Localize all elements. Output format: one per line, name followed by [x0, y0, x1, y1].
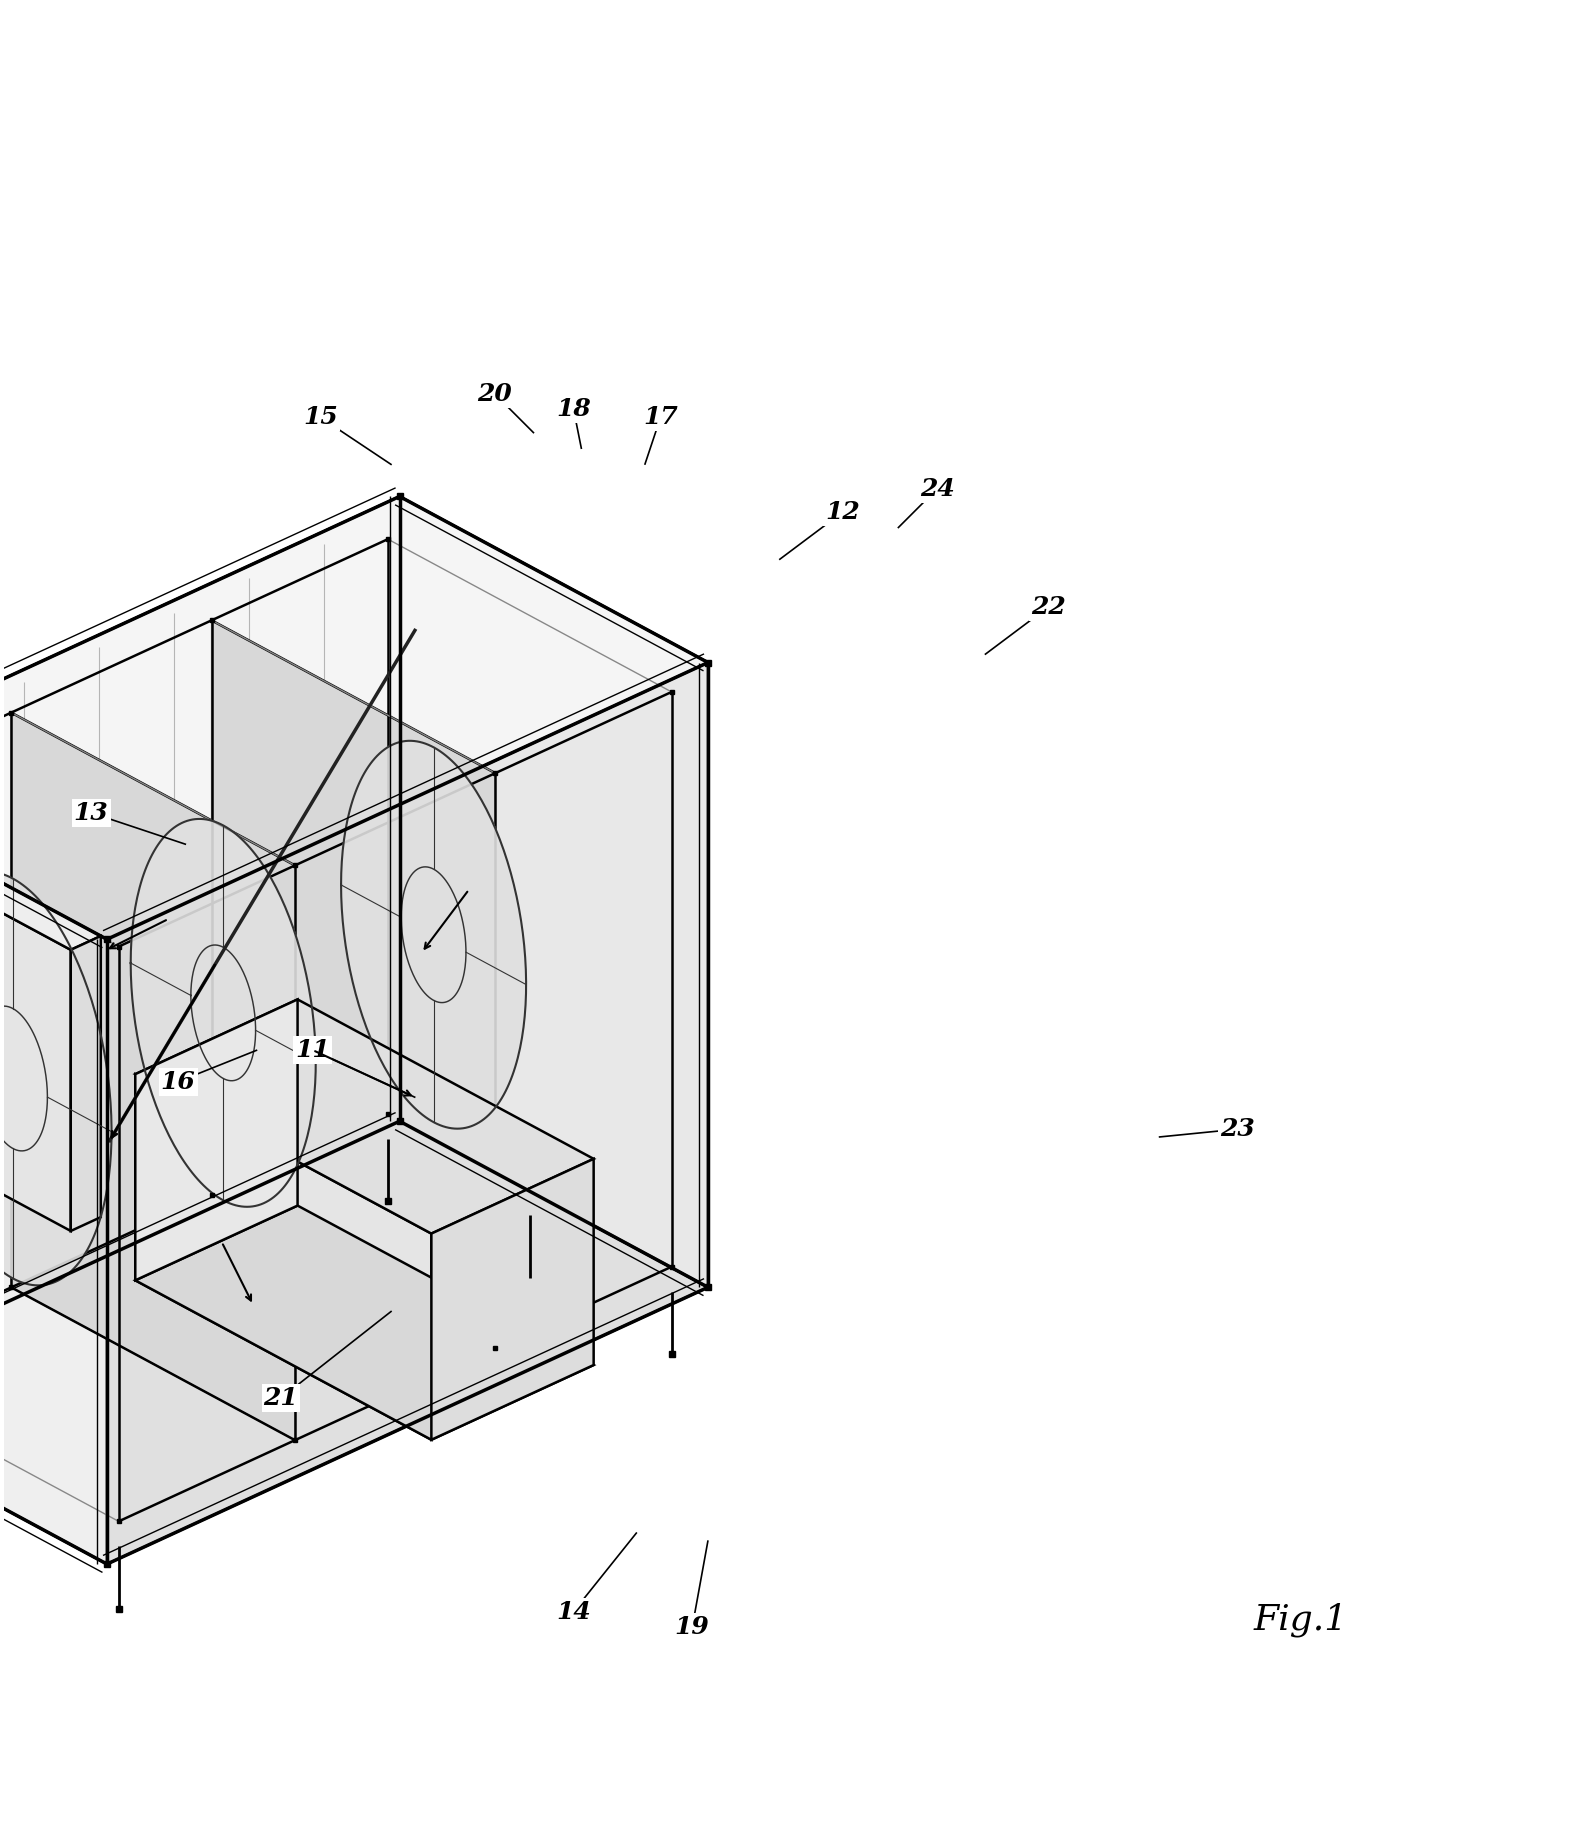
- Polygon shape: [135, 999, 593, 1234]
- Text: 24: 24: [921, 477, 954, 501]
- Text: 18: 18: [556, 397, 591, 421]
- Text: 16: 16: [161, 1069, 196, 1093]
- Polygon shape: [0, 497, 708, 940]
- Polygon shape: [0, 774, 107, 1564]
- Polygon shape: [0, 776, 100, 949]
- Polygon shape: [0, 872, 111, 1286]
- Polygon shape: [11, 713, 296, 1441]
- Text: 21: 21: [264, 1385, 299, 1409]
- Text: 22: 22: [1030, 595, 1065, 619]
- Polygon shape: [70, 936, 100, 1230]
- Polygon shape: [0, 497, 399, 1398]
- Polygon shape: [130, 818, 316, 1206]
- Text: 14: 14: [556, 1600, 591, 1624]
- Text: 12: 12: [825, 501, 860, 525]
- Polygon shape: [0, 1121, 708, 1564]
- Polygon shape: [135, 1075, 431, 1441]
- Polygon shape: [135, 999, 297, 1280]
- Text: 20: 20: [477, 382, 512, 406]
- Text: 13: 13: [73, 802, 108, 826]
- Text: 17: 17: [644, 404, 677, 429]
- Text: 19: 19: [674, 1616, 709, 1640]
- Text: Fig.1: Fig.1: [1255, 1601, 1348, 1636]
- Text: 15: 15: [304, 404, 337, 429]
- Polygon shape: [431, 1158, 593, 1441]
- Polygon shape: [399, 497, 708, 1287]
- Polygon shape: [211, 621, 496, 1348]
- Text: 11: 11: [296, 1038, 331, 1062]
- Polygon shape: [342, 741, 526, 1129]
- Polygon shape: [0, 791, 70, 1230]
- Polygon shape: [135, 1206, 593, 1441]
- Text: 23: 23: [1221, 1117, 1255, 1141]
